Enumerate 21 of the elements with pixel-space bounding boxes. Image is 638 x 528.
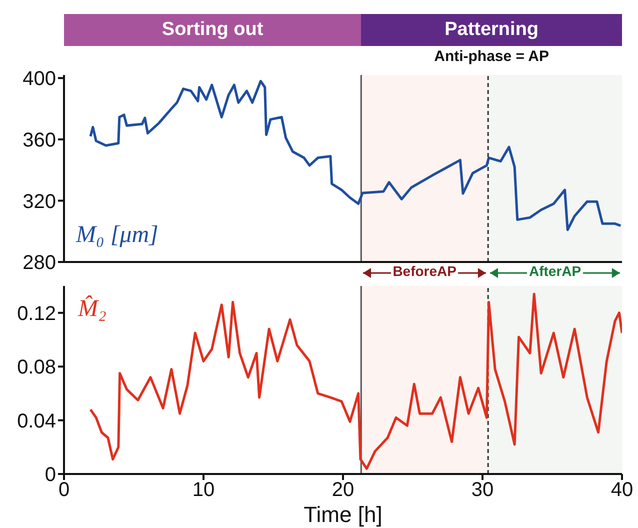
- band-label: AfterAP: [526, 263, 584, 279]
- text: Patterning: [361, 14, 622, 46]
- text: M₀ [μm]: [76, 222, 158, 248]
- y-tick-label: 320: [22, 190, 56, 213]
- y-tick-label: 0.08: [17, 356, 56, 379]
- text: Sorting out: [64, 14, 362, 46]
- x-tick-label: 10: [192, 479, 215, 502]
- y-tick-label: 360: [22, 129, 56, 152]
- y-tick-label: 400: [22, 68, 56, 90]
- x-tick-label: 30: [471, 479, 494, 502]
- text: M̂₂: [78, 296, 106, 322]
- x-tick-label: 20: [332, 479, 354, 502]
- x-tick-label: 0: [58, 479, 70, 502]
- band-label: BeforeAP: [390, 263, 458, 279]
- y-tick-label: 0: [44, 464, 56, 486]
- x-tick-label: 40: [610, 479, 634, 502]
- y-tick-label: 280: [22, 252, 56, 274]
- y-tick-label: 0.04: [17, 410, 56, 432]
- text: Anti-phase = AP: [433, 48, 550, 67]
- x-axis-title: Time [h]: [304, 502, 382, 527]
- y-tick-label: 0.12: [17, 302, 56, 325]
